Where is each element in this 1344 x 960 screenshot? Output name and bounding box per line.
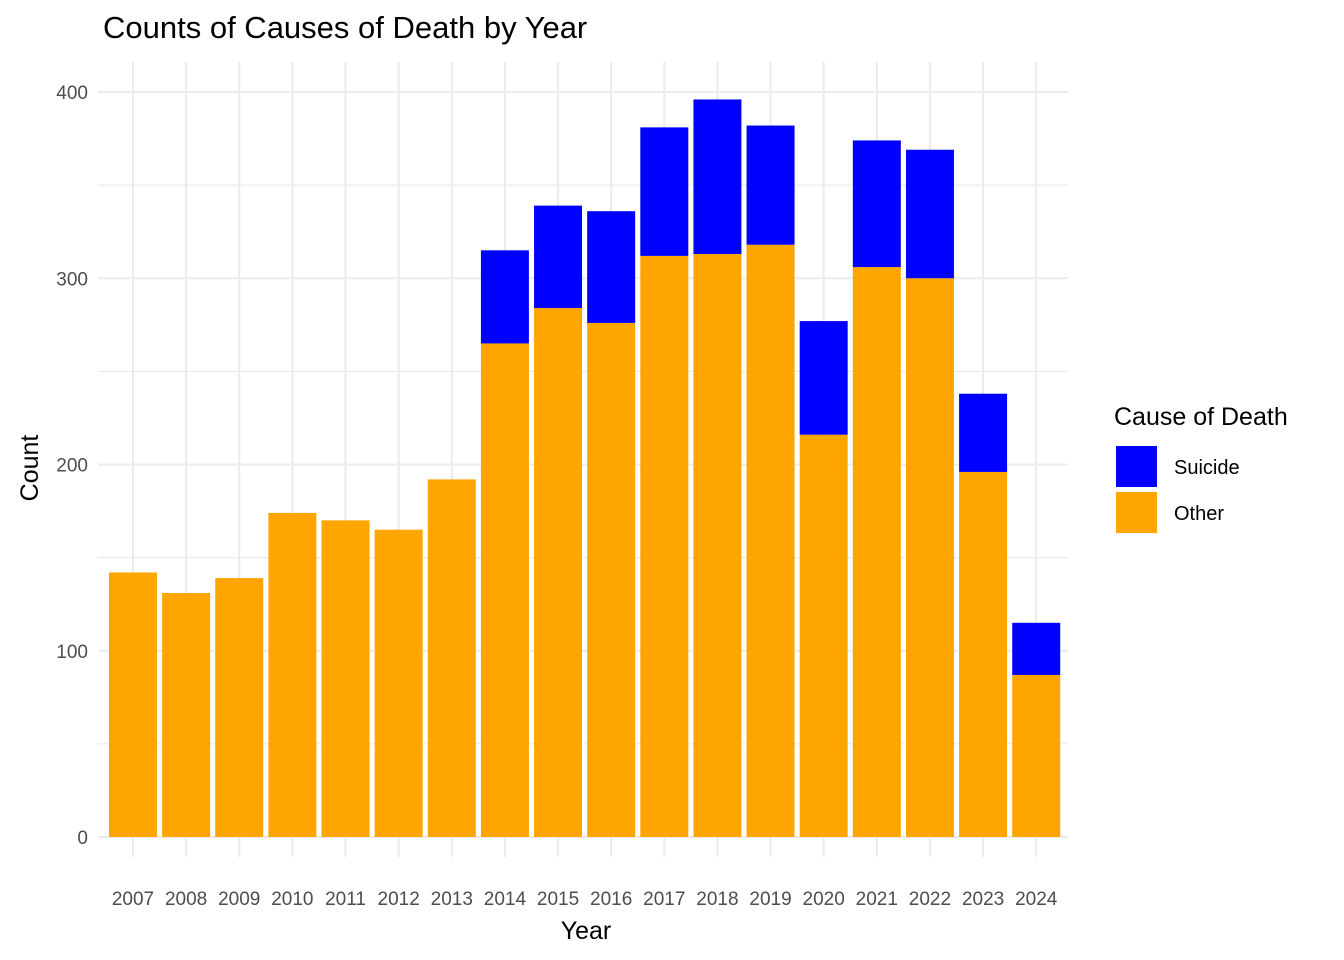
bar-suicide-2020 xyxy=(799,321,848,435)
bar-other-2008 xyxy=(162,593,211,837)
bar-suicide-2018 xyxy=(693,99,742,255)
y-tick-label: 300 xyxy=(56,269,88,290)
x-tick-label: 2017 xyxy=(643,889,685,910)
bar-other-2015 xyxy=(534,308,583,837)
y-axis-title: Count xyxy=(16,435,44,502)
x-tick-label: 2019 xyxy=(749,889,791,910)
y-tick-label: 200 xyxy=(56,456,88,477)
x-axis-ticks: 2007 2008 2009 2010 2011 2012 2013 2014 2015 2016… xyxy=(112,889,1058,910)
bar-other-2019 xyxy=(746,244,795,838)
bar-other-2011 xyxy=(321,520,370,837)
bar-suicide-2017 xyxy=(640,127,689,256)
legend-title: Cause of Death xyxy=(1114,403,1288,431)
bar-other-2022 xyxy=(905,278,954,837)
y-tick-label: 100 xyxy=(56,642,88,663)
x-tick-label: 2012 xyxy=(378,889,420,910)
x-tick-label: 2024 xyxy=(1015,889,1058,910)
legend-items: Suicide Other xyxy=(1116,446,1240,533)
x-tick-label: 2007 xyxy=(112,889,154,910)
bar-other-2012 xyxy=(374,529,423,837)
legend-label-other: Other xyxy=(1174,503,1224,525)
bar-other-2016 xyxy=(587,322,636,837)
bar-other-2010 xyxy=(268,512,317,837)
x-tick-label: 2009 xyxy=(218,889,260,910)
x-tick-label: 2022 xyxy=(909,889,951,910)
bar-other-2014 xyxy=(480,343,529,837)
x-tick-label: 2018 xyxy=(696,889,738,910)
bar-other-2007 xyxy=(109,572,157,837)
x-tick-label: 2008 xyxy=(165,889,207,910)
y-axis-ticks: 0 100 200 300 400 xyxy=(56,83,88,849)
bar-other-2018 xyxy=(693,254,742,838)
bar-suicide-2014 xyxy=(480,250,529,344)
legend: Cause of Death Suicide Other xyxy=(1114,403,1288,533)
bar-suicide-2021 xyxy=(852,140,901,268)
bars xyxy=(109,99,1061,838)
bar-other-2020 xyxy=(799,434,848,837)
x-tick-label: 2011 xyxy=(325,889,366,910)
bar-other-2021 xyxy=(852,267,901,837)
legend-key-suicide xyxy=(1116,446,1157,487)
chart-title: Counts of Causes of Death by Year xyxy=(103,10,588,45)
x-tick-label: 2013 xyxy=(431,889,473,910)
bar-other-2009 xyxy=(215,578,264,837)
bar-suicide-2024 xyxy=(1012,622,1061,675)
x-tick-label: 2020 xyxy=(803,889,845,910)
y-tick-label: 400 xyxy=(56,83,88,104)
x-tick-label: 2021 xyxy=(856,889,898,910)
y-tick-label: 0 xyxy=(77,828,88,849)
bar-other-2013 xyxy=(427,479,476,837)
legend-label-suicide: Suicide xyxy=(1174,457,1240,479)
legend-key-other xyxy=(1116,492,1157,533)
x-tick-label: 2015 xyxy=(537,889,579,910)
bar-suicide-2023 xyxy=(959,393,1008,472)
x-tick-label: 2016 xyxy=(590,889,632,910)
bar-other-2017 xyxy=(640,255,689,837)
bar-suicide-2022 xyxy=(905,149,954,279)
x-tick-label: 2023 xyxy=(962,889,1004,910)
bar-other-2024 xyxy=(1012,674,1061,837)
bar-suicide-2019 xyxy=(746,125,795,245)
x-tick-label: 2014 xyxy=(484,889,527,910)
x-tick-label: 2010 xyxy=(271,889,313,910)
bar-suicide-2016 xyxy=(587,211,636,323)
bar-other-2023 xyxy=(959,471,1008,837)
x-axis-title: Year xyxy=(561,917,612,945)
bar-suicide-2015 xyxy=(534,205,583,309)
